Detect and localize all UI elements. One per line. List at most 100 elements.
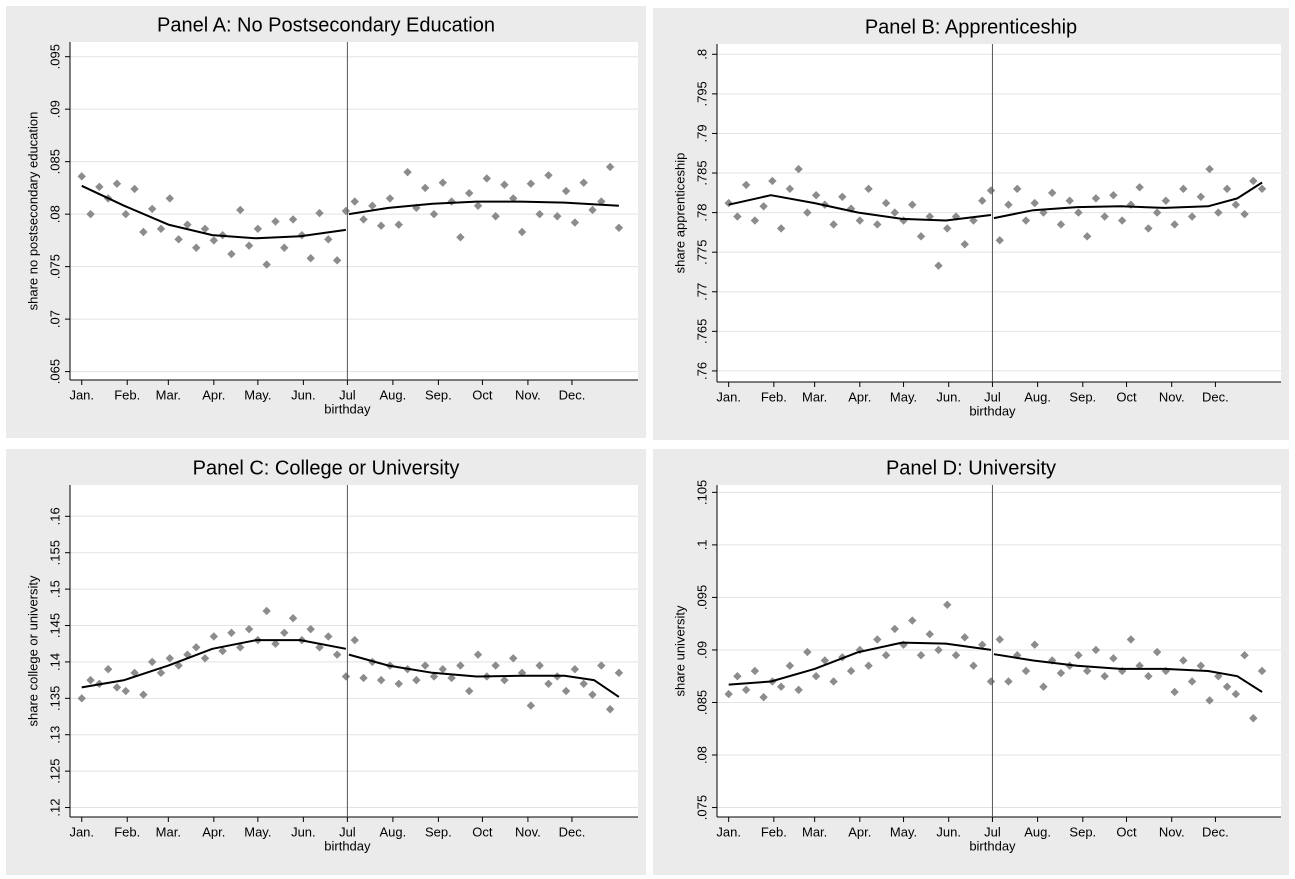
scatter-point	[244, 624, 254, 634]
scatter-point	[218, 646, 227, 656]
scatter-point	[759, 202, 768, 211]
scatter-point	[733, 212, 742, 221]
scatter-point	[750, 666, 760, 676]
scatter-point	[192, 643, 201, 652]
scatter-point	[768, 176, 777, 186]
scatter-point	[908, 200, 917, 209]
scatter-point	[1100, 672, 1109, 681]
scatter-point	[544, 171, 553, 180]
y-tick-label: .08	[694, 746, 709, 764]
scatter-point	[570, 218, 580, 227]
scatter-point	[1056, 220, 1066, 229]
scatter-point	[403, 167, 412, 177]
scatter-point	[934, 261, 943, 270]
plot-area	[717, 485, 1281, 817]
scatter-point	[271, 217, 280, 226]
scatter-point	[1240, 209, 1249, 219]
scatter-point	[925, 629, 934, 639]
scatter-point	[332, 256, 342, 265]
fit-line	[728, 641, 1263, 693]
scatter-point	[420, 661, 430, 670]
plot-area	[70, 485, 638, 817]
scatter-point	[482, 174, 492, 183]
scatter-point	[86, 209, 95, 219]
y-tick-label: .09	[694, 641, 709, 659]
x-tick-label: Dec.	[559, 824, 586, 839]
scatter-point	[306, 624, 315, 634]
y-tick-label: .765	[694, 319, 709, 344]
x-tick-label: Feb.	[114, 824, 140, 839]
y-tick-label: .09	[47, 100, 62, 118]
scatter-point	[526, 701, 536, 710]
scatter-point	[315, 208, 324, 218]
scatter-point	[846, 666, 856, 676]
scatter-point	[77, 172, 86, 181]
x-tick-label: Apr.	[848, 824, 871, 839]
scatter-point	[394, 220, 403, 229]
scatter-point	[209, 632, 219, 641]
scatter-point	[1196, 661, 1206, 670]
y-tick-label: .085	[47, 149, 62, 174]
scatter-point	[794, 685, 803, 695]
scatter-point	[978, 196, 987, 205]
x-tick-label: Mar.	[156, 387, 181, 402]
y-axis-label: share no postsecondary education	[25, 112, 40, 311]
scatter-point	[829, 220, 838, 229]
scatter-point	[130, 184, 139, 194]
y-tick-label: .1	[694, 539, 709, 550]
x-tick-label: May.	[244, 387, 271, 402]
x-axis-label: birthday	[324, 838, 371, 853]
x-tick-label: Jan.	[69, 824, 94, 839]
scatter-point	[986, 186, 996, 195]
scatter-point	[200, 654, 210, 663]
scatter-point	[614, 668, 624, 678]
y-tick-label: .085	[694, 690, 709, 715]
scatter-point	[227, 628, 236, 637]
x-tick-label: Jul	[339, 824, 356, 839]
y-tick-label: .075	[47, 254, 62, 279]
scatter-point	[969, 216, 978, 225]
scatter-point	[385, 194, 395, 203]
scatter-point	[960, 633, 969, 642]
panel-title: Panel B: Apprenticeship	[865, 16, 1077, 38]
scatter-point	[491, 661, 500, 670]
scatter-point	[741, 685, 751, 695]
scatter-point	[785, 661, 795, 670]
scatter-point	[306, 254, 315, 263]
scatter-point	[1117, 216, 1127, 225]
panel: Panel A: No Postsecondary Education .065.…	[6, 6, 646, 438]
x-tick-label: Sep.	[425, 387, 452, 402]
x-tick-label: Jun.	[291, 387, 316, 402]
x-tick-label: Mar.	[156, 824, 181, 839]
x-tick-label: Jul	[339, 387, 356, 402]
scatter-point	[156, 224, 166, 234]
x-tick-label: Oct	[1116, 389, 1137, 404]
scatter-point	[1056, 668, 1066, 678]
scatter-point	[811, 672, 821, 681]
y-tick-label: .16	[47, 507, 62, 525]
scatter-point	[579, 178, 588, 187]
panel-title: Panel D: University	[886, 457, 1056, 479]
scatter-point	[165, 654, 175, 663]
scatter-point	[605, 705, 615, 714]
scatter-point	[820, 656, 830, 665]
y-tick-label: .135	[47, 686, 62, 711]
scatter-point	[1249, 714, 1258, 723]
y-tick-label: .075	[694, 795, 709, 820]
y-tick-label: .155	[47, 540, 62, 565]
x-tick-label: Jan.	[716, 824, 741, 839]
scatter-point	[1152, 208, 1162, 217]
scatter-point	[156, 668, 166, 678]
scatter-point	[95, 182, 104, 192]
scatter-point	[803, 647, 812, 657]
y-tick-label: .775	[694, 240, 709, 265]
scatter-point	[1179, 656, 1188, 665]
scatter-point	[908, 616, 917, 625]
scatter-point	[951, 212, 961, 221]
scatter-point	[864, 661, 873, 670]
scatter-point	[1179, 184, 1188, 194]
scatter-point	[165, 194, 175, 203]
scatter-point	[192, 243, 201, 252]
y-tick-label: .065	[47, 359, 62, 384]
scatter-point	[978, 640, 987, 649]
